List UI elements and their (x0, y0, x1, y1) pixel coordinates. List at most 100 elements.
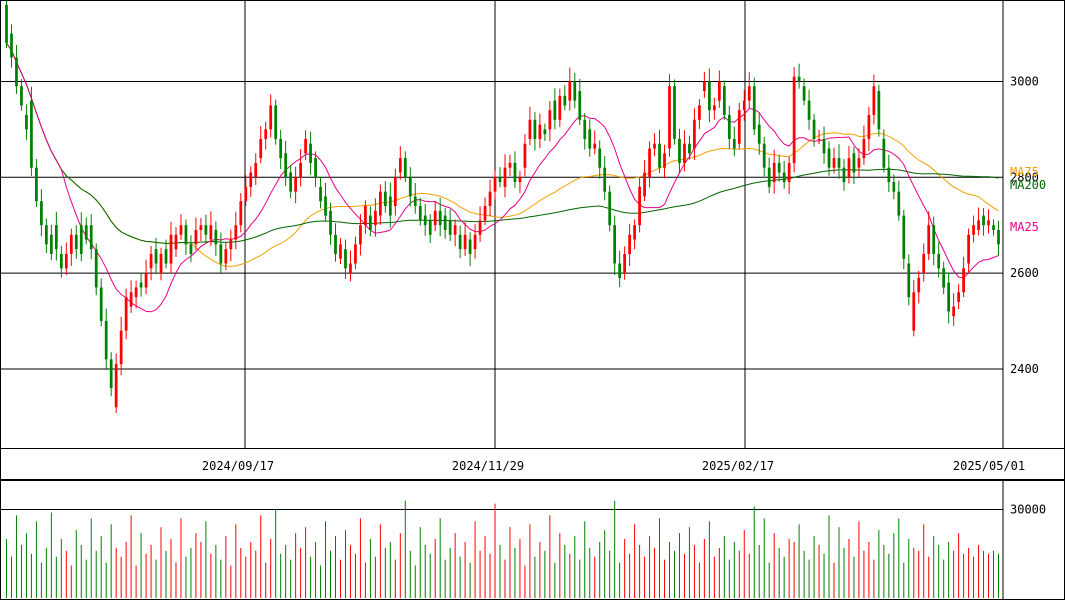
candle-body (578, 91, 582, 120)
candle-body (663, 153, 666, 168)
candle-body (488, 191, 492, 207)
candle-body (717, 81, 721, 101)
candle-body (25, 114, 28, 130)
candle-body (35, 167, 38, 202)
candle-body (683, 143, 686, 163)
candle-body (64, 253, 68, 269)
candle-body (712, 105, 716, 111)
candle-body (832, 158, 836, 168)
candle-body (189, 244, 193, 254)
legend-ma25: MA25 (1010, 220, 1039, 234)
candle-body (653, 143, 656, 149)
date-tick-label: 2025/02/17 (702, 459, 774, 473)
candle-body (199, 225, 203, 230)
candle-body (398, 158, 402, 173)
price-tick-label: 3000 (1010, 74, 1039, 88)
candle-body (438, 210, 442, 226)
candle-body (528, 119, 532, 139)
candle-body (314, 158, 317, 178)
candle-body (508, 162, 512, 168)
candle-body (79, 225, 83, 254)
candle-body (747, 86, 751, 101)
candle-body (378, 191, 382, 216)
candle-body (967, 234, 970, 264)
candle-body (668, 86, 671, 149)
candle-body (887, 167, 891, 183)
candle-body (89, 225, 93, 250)
candle-body (947, 282, 951, 312)
candle-body (144, 273, 148, 288)
candle-body (787, 162, 791, 183)
candle-body (344, 249, 347, 269)
candle-body (40, 201, 43, 226)
candle-body (5, 4, 8, 44)
candle-body (84, 225, 88, 240)
candle-body (229, 239, 233, 250)
candle-body (209, 225, 213, 240)
candle-body (264, 129, 268, 139)
candle-body (922, 253, 926, 274)
candle-body (503, 167, 507, 187)
candle-body (937, 253, 941, 269)
candle-body (752, 86, 756, 130)
candle-body (214, 229, 218, 245)
candle-body (708, 81, 711, 111)
candle-body (608, 191, 612, 226)
candle-body (548, 110, 552, 130)
candle-body (164, 249, 168, 264)
candle-body (59, 253, 63, 269)
candle-body (807, 100, 811, 120)
candle-body (882, 138, 886, 168)
candle-body (678, 138, 681, 163)
candle-body (588, 129, 592, 149)
candle-body (369, 215, 372, 230)
candle-body (872, 86, 876, 115)
candle-body (473, 234, 477, 250)
candle-body (638, 186, 641, 226)
candle-body (453, 225, 457, 235)
candle-body (483, 206, 487, 221)
candle-body (274, 105, 278, 139)
candle-body (523, 143, 527, 168)
candle-body (593, 143, 597, 149)
candle-body (359, 225, 362, 245)
candle-body (628, 234, 631, 254)
candle-body (289, 172, 293, 192)
candle-body (413, 196, 417, 207)
candle-body (992, 225, 995, 230)
candle-body (443, 215, 447, 230)
candle-body (324, 196, 327, 216)
candle-body (907, 263, 911, 298)
candle-body (364, 206, 367, 226)
candle-body (658, 143, 661, 168)
candle-body (997, 229, 1000, 245)
candle-body (852, 153, 856, 173)
candle-body (279, 138, 283, 159)
candle-body (334, 234, 337, 254)
candle-body (797, 76, 801, 82)
ma75-line (6, 42, 999, 267)
candle-body (54, 225, 58, 250)
candle-body (782, 172, 786, 183)
ma200-line (6, 42, 999, 245)
candle-body (109, 359, 113, 389)
candle-body (30, 100, 33, 168)
candle-body (224, 249, 228, 264)
candle-body (932, 225, 936, 254)
candle-body (583, 119, 587, 139)
candle-body (977, 220, 980, 230)
date-tick-label: 2024/11/29 (452, 459, 524, 473)
candle-body (354, 244, 357, 264)
candle-body (169, 234, 173, 264)
candle-body (428, 220, 432, 235)
candle-body (553, 100, 557, 120)
candle-body (618, 263, 622, 278)
candle-body (244, 186, 248, 202)
candle-body (99, 287, 103, 322)
candle-body (309, 143, 312, 163)
candle-body (857, 158, 861, 168)
candle-body (837, 158, 841, 168)
candle-body (10, 33, 13, 58)
candle-body (299, 162, 302, 178)
candle-body (174, 234, 178, 250)
